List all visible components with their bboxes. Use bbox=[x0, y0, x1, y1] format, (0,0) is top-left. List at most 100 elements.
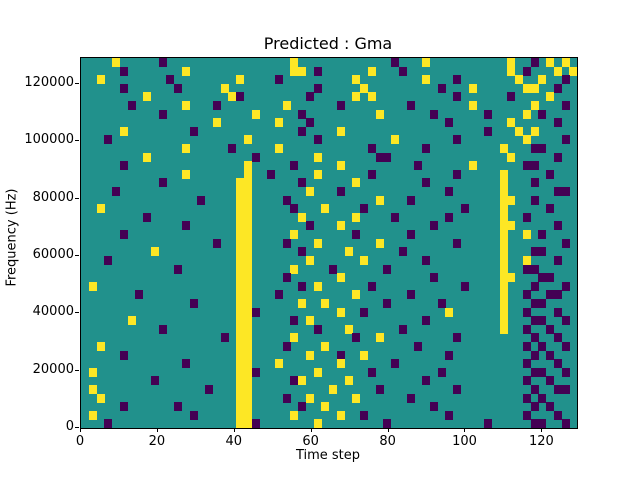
heatmap-cell bbox=[236, 341, 244, 351]
heatmap-cell bbox=[515, 75, 523, 85]
x-tick-mark bbox=[310, 428, 312, 432]
heatmap-cell bbox=[360, 204, 368, 214]
heatmap-cell bbox=[243, 359, 252, 369]
heatmap-cell bbox=[236, 402, 244, 412]
heatmap-cell bbox=[546, 273, 554, 283]
heatmap-cell bbox=[236, 419, 244, 428]
heatmap-cell bbox=[507, 66, 516, 76]
heatmap-cell bbox=[538, 367, 547, 377]
heatmap-cell bbox=[104, 135, 113, 145]
heatmap-cell bbox=[236, 316, 244, 326]
heatmap-cell bbox=[274, 290, 283, 300]
heatmap-cell bbox=[422, 58, 430, 67]
heatmap-cell bbox=[538, 230, 547, 240]
heatmap-cell bbox=[88, 410, 97, 420]
y-tick-label: 60000 bbox=[32, 246, 74, 262]
heatmap-cell bbox=[305, 255, 314, 265]
heatmap-cell bbox=[236, 195, 244, 205]
heatmap-cell bbox=[243, 161, 252, 171]
heatmap-cell bbox=[313, 238, 322, 248]
heatmap-cell bbox=[375, 195, 384, 205]
heatmap-cell bbox=[236, 324, 244, 334]
heatmap-cell bbox=[453, 238, 461, 248]
heatmap-cell bbox=[507, 152, 516, 162]
heatmap-cell bbox=[321, 341, 330, 351]
heatmap-cell bbox=[243, 221, 252, 231]
heatmap-cell bbox=[274, 118, 283, 128]
y-tick-label: 120000 bbox=[24, 74, 74, 90]
x-tick-label: 20 bbox=[148, 434, 166, 449]
heatmap-cell bbox=[298, 402, 306, 412]
heatmap-cell bbox=[305, 118, 314, 128]
heatmap-cell bbox=[530, 298, 539, 308]
heatmap-cell bbox=[530, 161, 539, 171]
heatmap-cell bbox=[112, 187, 120, 197]
heatmap-cell bbox=[499, 212, 508, 222]
heatmap-cell bbox=[181, 221, 190, 231]
heatmap-cell bbox=[243, 333, 252, 343]
heatmap-cell bbox=[522, 230, 531, 240]
heatmap-cell bbox=[553, 187, 562, 197]
heatmap-cell bbox=[352, 230, 361, 240]
heatmap-cell bbox=[298, 126, 306, 136]
heatmap-cell bbox=[445, 118, 454, 128]
y-tick-mark bbox=[75, 82, 79, 84]
heatmap-cell bbox=[429, 109, 438, 119]
heatmap-cell bbox=[569, 66, 577, 76]
heatmap-cell bbox=[243, 169, 252, 179]
heatmap-cell bbox=[243, 290, 252, 300]
heatmap-cell bbox=[305, 221, 314, 231]
heatmap-cell bbox=[119, 230, 128, 240]
heatmap-cell bbox=[305, 393, 314, 403]
heatmap-cell bbox=[290, 316, 299, 326]
heatmap-cell bbox=[236, 350, 244, 360]
heatmap-cell bbox=[112, 58, 120, 67]
x-axis-label: Time step bbox=[295, 448, 361, 463]
heatmap-cell bbox=[499, 230, 508, 240]
x-tick-mark bbox=[387, 428, 389, 432]
heatmap-cell bbox=[243, 316, 252, 326]
heatmap-cell bbox=[236, 307, 244, 317]
heatmap-cell bbox=[414, 161, 423, 171]
heatmap-cell bbox=[352, 290, 361, 300]
heatmap-cell bbox=[282, 341, 291, 351]
heatmap-cell bbox=[453, 75, 461, 85]
y-tick-mark bbox=[75, 427, 79, 428]
heatmap-cell bbox=[383, 152, 392, 162]
heatmap-cell bbox=[484, 109, 492, 119]
heatmap-cell bbox=[290, 376, 299, 386]
heatmap-cell bbox=[251, 419, 260, 428]
heatmap-cell bbox=[236, 255, 244, 265]
heatmap-cell bbox=[243, 247, 252, 257]
heatmap-cell bbox=[561, 101, 570, 111]
x-tick-mark bbox=[233, 428, 235, 432]
heatmap-cell bbox=[522, 255, 531, 265]
heatmap-cell bbox=[398, 247, 407, 257]
heatmap-cell bbox=[546, 58, 554, 67]
heatmap-cell bbox=[360, 410, 368, 420]
heatmap-cell bbox=[484, 126, 492, 136]
heatmap-cell bbox=[243, 307, 252, 317]
heatmap-cell bbox=[530, 384, 539, 394]
heatmap-cell bbox=[522, 135, 531, 145]
heatmap-cell bbox=[460, 281, 469, 291]
heatmap-cell bbox=[499, 178, 508, 188]
heatmap-cell bbox=[383, 419, 392, 428]
heatmap-cell bbox=[453, 384, 461, 394]
heatmap-cell bbox=[468, 83, 477, 93]
heatmap-cell bbox=[236, 333, 244, 343]
heatmap-cell bbox=[236, 281, 244, 291]
heatmap-cell bbox=[406, 195, 415, 205]
x-tick-label: 120 bbox=[528, 434, 554, 449]
heatmap-cell bbox=[530, 101, 539, 111]
heatmap-cell bbox=[313, 169, 322, 179]
heatmap-cell bbox=[453, 135, 461, 145]
y-tick-mark bbox=[75, 312, 79, 314]
heatmap-cell bbox=[367, 66, 376, 76]
heatmap-cell bbox=[507, 92, 516, 102]
heatmap-cell bbox=[406, 393, 415, 403]
heatmap-cell bbox=[236, 273, 244, 283]
heatmap-cell bbox=[243, 273, 252, 283]
heatmap-cell bbox=[553, 333, 562, 343]
heatmap-cell bbox=[484, 419, 492, 428]
